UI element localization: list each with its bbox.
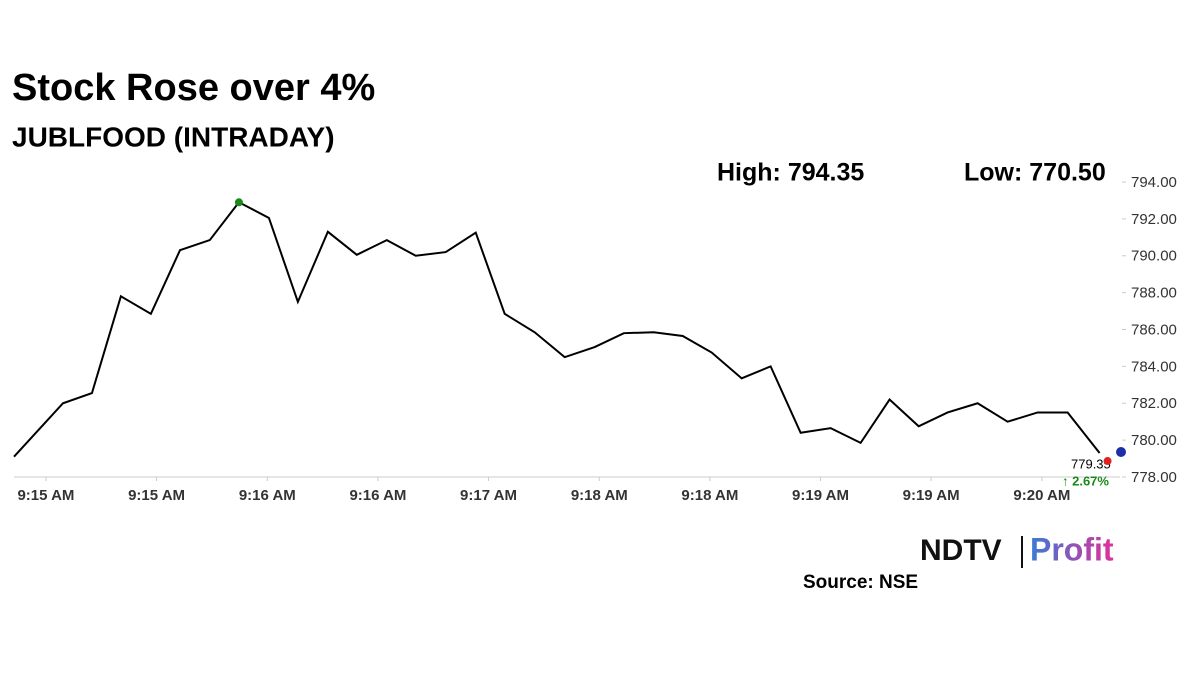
y-tick-label: 792.00 — [1131, 211, 1177, 228]
x-tick-label: 9:16 AM — [239, 487, 296, 504]
x-tick-label: 9:18 AM — [571, 487, 628, 504]
last-value-label: 779.35 — [1071, 456, 1111, 471]
high-label: High: 794.35 — [717, 159, 864, 187]
source: Source: NSE — [803, 572, 918, 593]
y-tick-label: 778.00 — [1131, 469, 1177, 486]
y-tick-label: 784.00 — [1131, 358, 1177, 375]
x-tick-label: 9:19 AM — [903, 487, 960, 504]
y-tick-label: 786.00 — [1131, 321, 1177, 338]
end-dot — [1116, 447, 1126, 457]
x-tick-label: 9:19 AM — [792, 487, 849, 504]
last-dot — [1103, 457, 1112, 466]
change-label: ↑ 2.67% — [1062, 473, 1109, 488]
high-dot — [234, 198, 243, 207]
logo-ndtv: NDTV — [920, 534, 1002, 567]
y-tick-label: 780.00 — [1131, 432, 1177, 449]
y-tick-label: 782.00 — [1131, 395, 1177, 412]
y-tick-label: 790.00 — [1131, 248, 1177, 265]
x-tick-label: 9:15 AM — [128, 487, 185, 504]
chart-subtitle: JUBLFOOD (INTRADAY) — [12, 121, 335, 152]
price-line — [13, 201, 1101, 458]
logo-profit: Profit — [1030, 531, 1114, 567]
y-tick-label: 788.00 — [1131, 285, 1177, 302]
x-tick-label: 9:16 AM — [349, 487, 406, 504]
chart-title: Stock Rose over 4% — [12, 67, 375, 109]
x-tick-label: 9:15 AM — [17, 487, 74, 504]
x-tick-label: 9:17 AM — [460, 487, 517, 504]
x-tick-label: 9:18 AM — [681, 487, 738, 504]
x-tick-label: 9:20 AM — [1013, 487, 1070, 504]
y-tick-label: 794.00 — [1131, 174, 1177, 191]
low-label: Low: 770.50 — [964, 159, 1106, 187]
